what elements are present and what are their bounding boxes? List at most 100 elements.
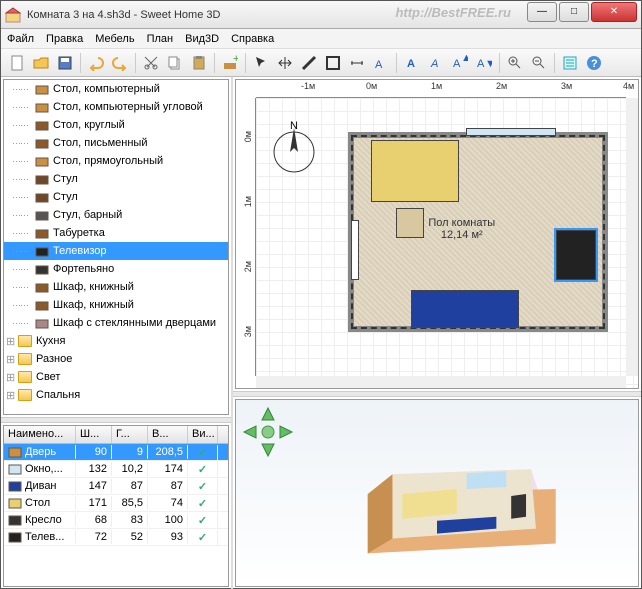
- text-icon[interactable]: A: [370, 52, 392, 74]
- tree-label: Шкаф с стеклянными дверцами: [53, 317, 216, 329]
- row-icon: [8, 531, 22, 543]
- menu-furniture[interactable]: Мебель: [95, 33, 134, 45]
- tree-category[interactable]: ⊞Спальня: [4, 386, 228, 404]
- menu-help[interactable]: Справка: [231, 33, 274, 45]
- furniture-tv[interactable]: [556, 230, 596, 280]
- tree-item[interactable]: ⋯⋯Стол, письменный: [4, 134, 228, 152]
- tree-item[interactable]: ⋯⋯Стол, круглый: [4, 116, 228, 134]
- checkbox-icon[interactable]: ✓: [198, 464, 207, 476]
- plan-scroll-h[interactable]: [256, 376, 626, 388]
- menu-view3d[interactable]: Вид3D: [185, 33, 219, 45]
- furniture-desk[interactable]: [371, 140, 459, 202]
- tree-item[interactable]: ⋯⋯Фортепьяно: [4, 260, 228, 278]
- furniture-icon: [34, 82, 50, 96]
- zoom-in-icon[interactable]: [504, 52, 526, 74]
- minimize-button[interactable]: —: [527, 2, 557, 22]
- furniture-chair[interactable]: [396, 208, 424, 238]
- undo-icon[interactable]: [85, 52, 107, 74]
- help-icon[interactable]: ?: [583, 52, 605, 74]
- add-furniture-icon[interactable]: +: [219, 52, 241, 74]
- checkbox-icon[interactable]: ✓: [198, 481, 207, 493]
- tree-item[interactable]: ⋯⋯Шкаф, книжный: [4, 296, 228, 314]
- text-italic-icon[interactable]: A: [425, 52, 447, 74]
- folder-icon: [18, 335, 32, 347]
- svg-text:▼: ▼: [485, 58, 492, 70]
- cut-icon[interactable]: [140, 52, 162, 74]
- tree-category[interactable]: ⊞Кухня: [4, 332, 228, 350]
- right-column: -1м0м1м2м3м4м 0м1м2м3м N Пол комнаты 12,…: [233, 77, 641, 589]
- furniture-sofa[interactable]: [411, 290, 519, 328]
- app-icon: [5, 7, 21, 23]
- tree-category[interactable]: ⊞Разное: [4, 350, 228, 368]
- text-size-up-icon[interactable]: A▲: [449, 52, 471, 74]
- furniture-icon: [34, 190, 50, 204]
- preferences-icon[interactable]: [559, 52, 581, 74]
- svg-text:A: A: [430, 58, 438, 70]
- table-row[interactable]: Кресло6883100✓: [4, 512, 228, 529]
- tree-item[interactable]: ⋯⋯Стол, прямоугольный: [4, 152, 228, 170]
- open-icon[interactable]: [30, 52, 52, 74]
- tree-label: Стол, круглый: [53, 119, 125, 131]
- furniture-icon: [34, 244, 50, 258]
- furniture-icon: [34, 208, 50, 222]
- tree-item[interactable]: ⋯⋯Телевизор: [4, 242, 228, 260]
- tree-category[interactable]: ⊞Свет: [4, 368, 228, 386]
- furniture-table[interactable]: Наимено... Ш... Г... В... Ви... Дверь909…: [3, 425, 229, 587]
- tree-item[interactable]: ⋯⋯Стул: [4, 170, 228, 188]
- checkbox-icon[interactable]: ✓: [198, 515, 207, 527]
- tree-item[interactable]: ⋯⋯Стул: [4, 188, 228, 206]
- nav-pad[interactable]: [242, 406, 294, 458]
- furniture-icon: [34, 298, 50, 312]
- table-row[interactable]: Дверь909208,5✓: [4, 444, 228, 461]
- tree-item[interactable]: ⋯⋯Стол, компьютерный: [4, 80, 228, 98]
- menu-plan[interactable]: План: [147, 33, 174, 45]
- tree-label: Стол, компьютерный угловой: [53, 101, 203, 113]
- select-icon[interactable]: [250, 52, 272, 74]
- table-row[interactable]: Окно,...13210,2174✓: [4, 461, 228, 478]
- compass-icon[interactable]: N: [266, 120, 322, 176]
- text-size-down-icon[interactable]: A▼: [473, 52, 495, 74]
- furniture-door[interactable]: [351, 220, 359, 280]
- tree-item[interactable]: ⋯⋯Стул, барный: [4, 206, 228, 224]
- table-row[interactable]: Телев...725293✓: [4, 529, 228, 546]
- checkbox-icon[interactable]: ✓: [198, 447, 207, 459]
- wall-icon[interactable]: [298, 52, 320, 74]
- th-depth[interactable]: Г...: [112, 426, 148, 443]
- furniture-tree[interactable]: ⋯⋯Стол, компьютерный⋯⋯Стол, компьютерный…: [3, 79, 229, 415]
- close-button[interactable]: ✕: [591, 2, 637, 22]
- category-label: Свет: [36, 371, 60, 383]
- splitter-left[interactable]: [1, 417, 231, 423]
- room-icon[interactable]: [322, 52, 344, 74]
- menu-file[interactable]: Файл: [7, 33, 34, 45]
- new-icon[interactable]: [6, 52, 28, 74]
- tree-item[interactable]: ⋯⋯Шкаф с стеклянными дверцами: [4, 314, 228, 332]
- plan-view[interactable]: -1м0м1м2м3м4м 0м1м2м3м N Пол комнаты 12,…: [235, 79, 639, 389]
- th-width[interactable]: Ш...: [76, 426, 112, 443]
- plan-scroll-v[interactable]: [626, 98, 638, 376]
- menubar: Файл Правка Мебель План Вид3D Справка: [1, 29, 641, 49]
- checkbox-icon[interactable]: ✓: [198, 498, 207, 510]
- text-bold-icon[interactable]: A: [401, 52, 423, 74]
- table-row[interactable]: Диван1478787✓: [4, 478, 228, 495]
- th-height[interactable]: В...: [148, 426, 188, 443]
- pan-icon[interactable]: [274, 52, 296, 74]
- save-icon[interactable]: [54, 52, 76, 74]
- redo-icon[interactable]: [109, 52, 131, 74]
- tree-item[interactable]: ⋯⋯Табуретка: [4, 224, 228, 242]
- view-3d[interactable]: [235, 399, 639, 587]
- paste-icon[interactable]: [188, 52, 210, 74]
- th-visible[interactable]: Ви...: [188, 426, 218, 443]
- menu-edit[interactable]: Правка: [46, 33, 83, 45]
- dimension-icon[interactable]: [346, 52, 368, 74]
- tree-item[interactable]: ⋯⋯Шкаф, книжный: [4, 278, 228, 296]
- tree-item[interactable]: ⋯⋯Стол, компьютерный угловой: [4, 98, 228, 116]
- th-name[interactable]: Наимено...: [4, 426, 76, 443]
- maximize-button[interactable]: □: [559, 2, 589, 22]
- furniture-window[interactable]: [466, 128, 556, 136]
- checkbox-icon[interactable]: ✓: [198, 532, 207, 544]
- zoom-out-icon[interactable]: [528, 52, 550, 74]
- table-row[interactable]: Стол17185,574✓: [4, 495, 228, 512]
- category-label: Разное: [36, 353, 72, 365]
- splitter-right[interactable]: [233, 391, 641, 397]
- copy-icon[interactable]: [164, 52, 186, 74]
